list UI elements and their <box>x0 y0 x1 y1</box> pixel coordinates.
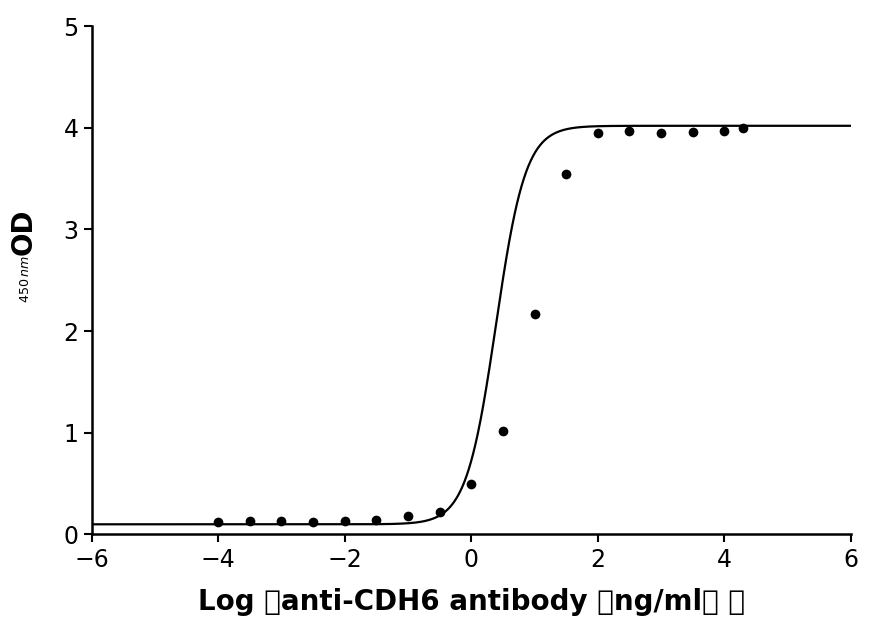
Point <box>306 517 320 527</box>
Point <box>211 517 225 527</box>
Point <box>338 516 352 526</box>
Point <box>622 126 636 136</box>
Point <box>432 507 446 517</box>
X-axis label: Log （anti-CDH6 antibody （ng/ml） ）: Log （anti-CDH6 antibody （ng/ml） ） <box>198 588 745 617</box>
Point <box>465 479 479 489</box>
Text: OD: OD <box>10 208 38 255</box>
Point <box>528 309 542 319</box>
Point <box>686 127 700 137</box>
Point <box>243 516 257 526</box>
Point <box>718 126 732 136</box>
Point <box>559 168 573 179</box>
Point <box>736 123 750 133</box>
Point <box>275 516 289 526</box>
Point <box>496 426 510 436</box>
Point <box>401 511 415 521</box>
Point <box>369 515 383 525</box>
Point <box>654 128 668 138</box>
Text: $_{450\,nm}$: $_{450\,nm}$ <box>14 255 32 303</box>
Point <box>591 128 605 138</box>
